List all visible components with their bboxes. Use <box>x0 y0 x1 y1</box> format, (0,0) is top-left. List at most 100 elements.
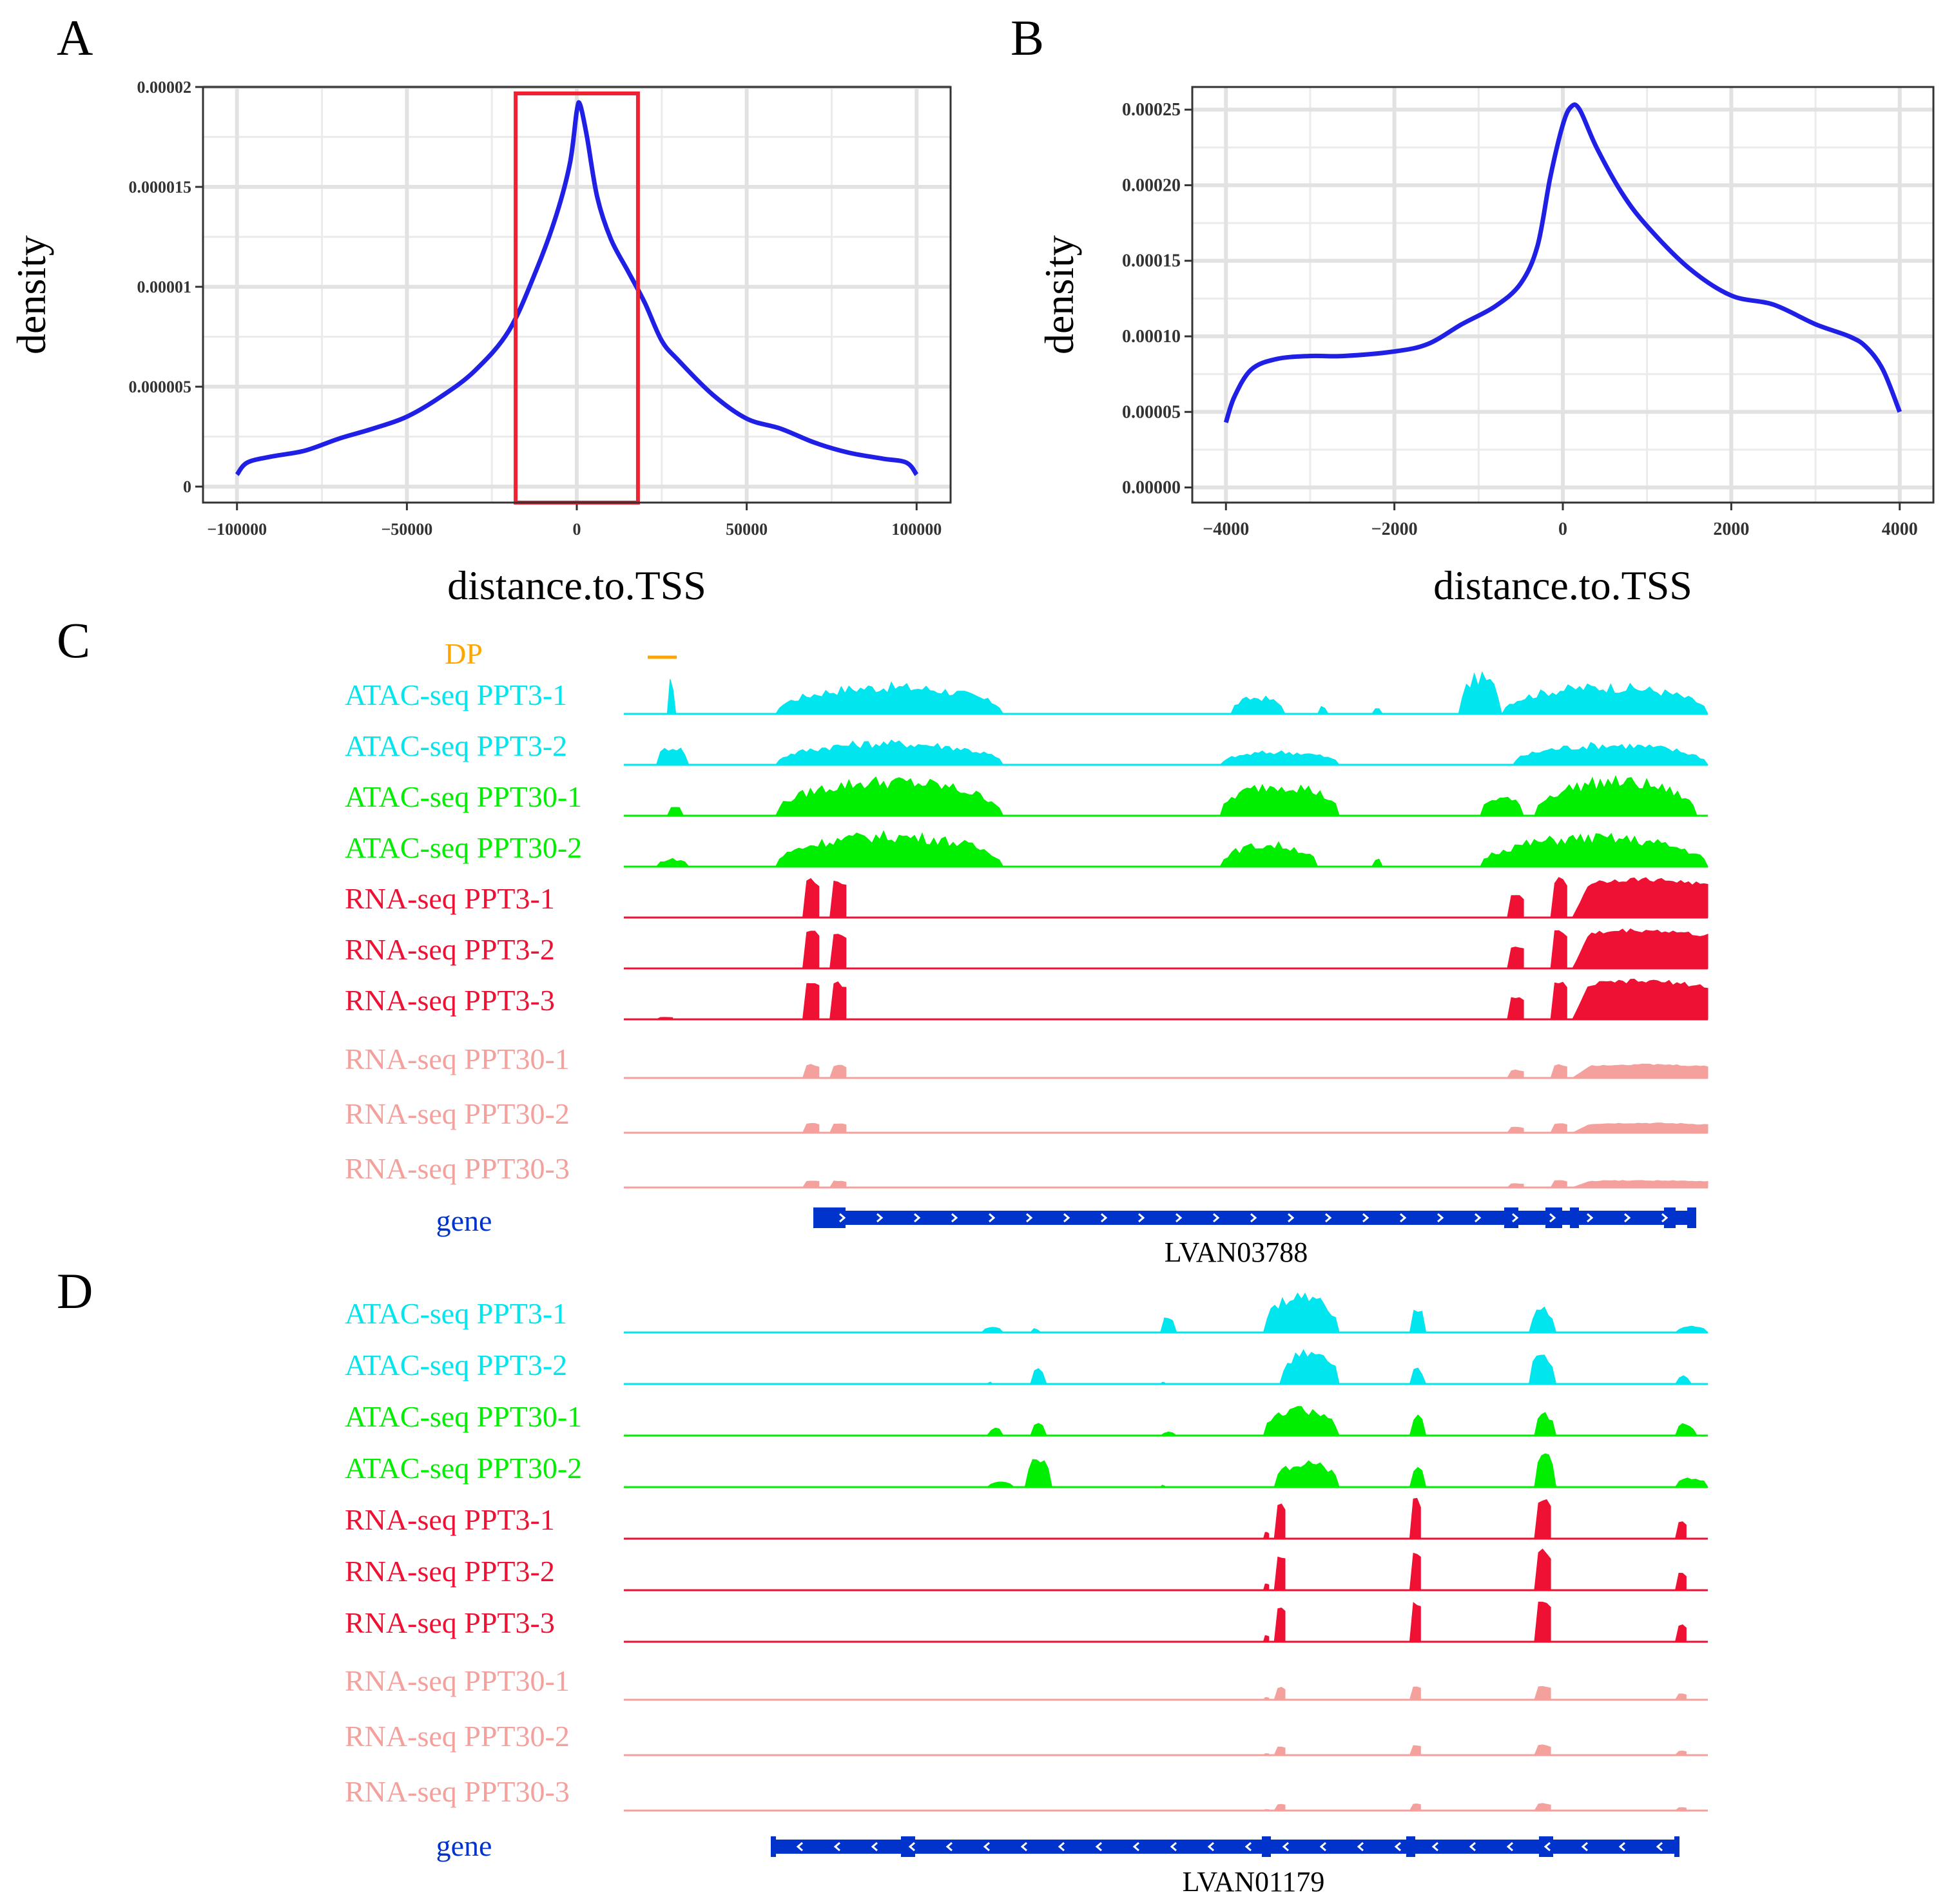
x-tick-label: −100000 <box>207 520 267 539</box>
strand-arrow-right-icon <box>1026 1213 1033 1223</box>
track-signal <box>624 1180 1708 1188</box>
strand-arrow-right-icon <box>1661 1213 1669 1223</box>
y-tick-label: 0.000005 <box>129 378 192 396</box>
track-signal <box>624 1349 1708 1385</box>
strand-arrow-right-icon <box>876 1213 884 1223</box>
strand-arrow-left-icon <box>1357 1841 1364 1852</box>
track-label: ATAC-seq PPT30-2 <box>345 1452 582 1485</box>
strand-arrow-left-icon <box>1132 1841 1139 1852</box>
track-signal <box>624 1497 1708 1539</box>
strand-arrow-right-icon <box>914 1213 921 1223</box>
track-list-c: ATAC-seq PPT3-1 ATAC-seq PPT3-2 ATAC-seq P… <box>345 671 1708 1189</box>
strand-arrow-left-icon <box>908 1841 915 1852</box>
track-signal <box>624 1453 1708 1488</box>
track-signal <box>624 978 1708 1020</box>
track-signal <box>624 774 1708 816</box>
strand-arrow-right-icon <box>1587 1213 1594 1223</box>
strand-arrow-right-icon <box>1176 1213 1183 1223</box>
gene-exon <box>1504 1207 1518 1228</box>
gene-track-label-d: gene <box>436 1829 492 1862</box>
panel-letter-c: C <box>57 612 90 668</box>
track-label: RNA-seq PPT30-2 <box>345 1720 570 1753</box>
plot-border <box>1191 86 1935 504</box>
strand-arrow-right-icon <box>1288 1213 1295 1223</box>
track-label: ATAC-seq PPT3-1 <box>345 1297 567 1330</box>
x-tick-label: 100000 <box>891 520 942 539</box>
gene-exon <box>901 1836 915 1857</box>
x-tick-label: −2000 <box>1371 519 1418 539</box>
track-list-d: ATAC-seq PPT3-1 ATAC-seq PPT3-2 ATAC-seq P… <box>345 1292 1709 1812</box>
track-label: ATAC-seq PPT30-1 <box>345 1400 582 1433</box>
gene-exon <box>1674 1836 1679 1857</box>
x-tick-label: −4000 <box>1203 519 1249 539</box>
gene-exon <box>1406 1836 1415 1857</box>
y-tick-label: 0.00015 <box>1122 251 1181 271</box>
y-tick-label: 0.00005 <box>1122 402 1181 422</box>
x-tick-label: 2000 <box>1713 519 1749 539</box>
strand-arrow-right-icon <box>951 1213 958 1223</box>
x-tick-label: 0 <box>1558 519 1567 539</box>
gene-body <box>771 1840 1679 1854</box>
strand-arrow-right-icon <box>1512 1213 1519 1223</box>
track-label: RNA-seq PPT3-1 <box>345 1503 555 1536</box>
density-curve <box>235 100 919 476</box>
strand-arrow-right-icon <box>1213 1213 1220 1223</box>
track-label: ATAC-seq PPT30-2 <box>345 831 582 864</box>
strand-arrow-left-icon <box>1319 1841 1326 1852</box>
strand-arrow-right-icon <box>1362 1213 1369 1223</box>
track-signal <box>624 1803 1708 1811</box>
y-tick-label: 0.00010 <box>1122 327 1181 347</box>
strand-arrow-right-icon <box>989 1213 996 1223</box>
gene-exon <box>1687 1207 1696 1228</box>
x-tick-label: 50000 <box>726 520 768 539</box>
strand-arrow-left-icon <box>1543 1841 1551 1852</box>
x-tick-label: 4000 <box>1882 519 1918 539</box>
strand-arrow-left-icon <box>945 1841 953 1852</box>
strand-arrow-left-icon <box>1431 1841 1438 1852</box>
strand-arrow-left-icon <box>871 1841 878 1852</box>
track-signal <box>624 1406 1708 1436</box>
track-signal <box>624 877 1708 918</box>
y-tick-label: 0.000015 <box>129 178 192 197</box>
strand-arrow-left-icon <box>1207 1841 1214 1852</box>
gene-exon <box>1664 1207 1676 1228</box>
track-label: RNA-seq PPT3-2 <box>345 933 555 966</box>
dp-label: DP <box>445 637 483 670</box>
gene-exon <box>813 1207 846 1228</box>
strand-arrow-left-icon <box>1282 1841 1289 1852</box>
gene-exon <box>771 1836 776 1857</box>
density-curve <box>1223 102 1902 423</box>
y-tick-label: 0.00002 <box>137 78 192 97</box>
track-signal <box>624 1686 1708 1700</box>
panel-letter-a: A <box>57 10 93 66</box>
track-label: RNA-seq PPT30-1 <box>345 1664 570 1697</box>
strand-arrow-left-icon <box>1020 1841 1027 1852</box>
track-label: RNA-seq PPT30-2 <box>345 1097 570 1130</box>
x-axis-label: distance.to.TSS <box>447 563 706 608</box>
strand-arrow-left-icon <box>833 1841 840 1852</box>
track-signal <box>624 1063 1708 1079</box>
strand-arrow-right-icon <box>1138 1213 1145 1223</box>
gene-exon <box>1570 1207 1579 1228</box>
strand-arrow-left-icon <box>1095 1841 1102 1852</box>
strand-arrow-left-icon <box>1170 1841 1177 1852</box>
track-label: ATAC-seq PPT3-2 <box>345 729 567 762</box>
track-label: RNA-seq PPT30-1 <box>345 1043 570 1075</box>
strand-arrow-right-icon <box>1475 1213 1482 1223</box>
strand-arrow-left-icon <box>1618 1841 1625 1852</box>
strand-arrow-left-icon <box>1506 1841 1513 1852</box>
strand-arrow-right-icon <box>1101 1213 1108 1223</box>
gene-exon <box>1262 1836 1271 1857</box>
strand-arrow-left-icon <box>983 1841 990 1852</box>
track-signal <box>624 739 1708 765</box>
strand-arrow-left-icon <box>1058 1841 1065 1852</box>
plot-border <box>202 86 952 504</box>
track-label: ATAC-seq PPT3-1 <box>345 678 567 711</box>
panel-letter-b: B <box>1011 10 1044 66</box>
strand-arrow-left-icon <box>1581 1841 1588 1852</box>
gene-name-c: LVAN03788 <box>1165 1236 1308 1268</box>
strand-arrow-left-icon <box>1656 1841 1663 1852</box>
strand-arrow-left-icon <box>1394 1841 1401 1852</box>
